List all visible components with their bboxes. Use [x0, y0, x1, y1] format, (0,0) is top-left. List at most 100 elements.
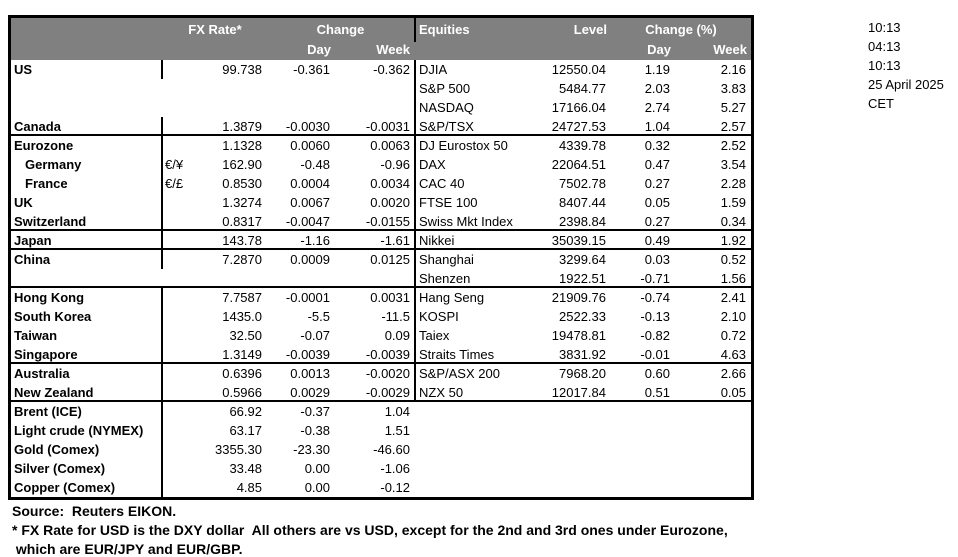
fx-footnote-line-1: * FX Rate for USD is the DXY dollar All …	[12, 522, 728, 538]
fx-rate-value: 1.1328	[222, 138, 262, 153]
equity-name: Shanghai	[414, 250, 533, 269]
fx-footnote-line-2: which are EUR/JPY and EUR/GBP.	[12, 541, 243, 557]
equity-name: S&P/TSX	[414, 117, 533, 136]
header-equities: Equities	[414, 18, 533, 42]
equity-name: Hang Seng	[414, 288, 533, 307]
table-row: S&P 500 5484.77 2.03 3.83	[11, 79, 751, 98]
equity-change-day-value: 0.47	[644, 157, 670, 172]
header-level: Level	[573, 22, 607, 37]
fx-pair-label: €/£	[165, 176, 184, 191]
table-row: Eurozone 1.1328 0.0060 0.0063 DJ Eurostox 50…	[11, 136, 751, 155]
fx-equities-table: FX Rate* Change Equities Level Change (%…	[8, 15, 754, 500]
fx-change-week-value: -0.0031	[365, 119, 410, 134]
header-fx-day: Day	[307, 42, 331, 57]
fx-change-day-value: -0.37	[300, 404, 330, 419]
equity-level-value: 3831.92	[559, 347, 606, 362]
equity-name: Nikkei	[414, 231, 533, 250]
equity-change-day-value: 1.04	[644, 119, 670, 134]
equity-change-week-value: 0.72	[720, 328, 746, 343]
equity-level-value: 3299.64	[559, 252, 606, 267]
table-row: China 7.2870 0.0009 0.0125 Shanghai 3299.64 0.…	[11, 250, 751, 269]
equity-name: DJ Eurostox 50	[414, 136, 533, 155]
equity-change-week-value: 1.92	[720, 233, 746, 248]
equity-change-week-value: 2.16	[720, 62, 746, 77]
equity-level-value: 35039.15	[551, 233, 606, 248]
fx-change-day-value: 0.0013	[290, 366, 330, 381]
fx-change-week-value: -1.06	[380, 461, 410, 476]
source-note: Source: Reuters EIKON.	[12, 503, 177, 519]
fx-change-day-value: -0.0039	[285, 347, 330, 362]
country-label: South Korea	[11, 307, 163, 326]
equity-change-day-value: 0.49	[644, 233, 670, 248]
table-row: Taiwan 32.50 -0.07 0.09 Taiex 19478.81 -0.82 0.…	[11, 326, 751, 345]
equity-change-week-value: 1.56	[720, 271, 746, 286]
country-label: UK	[11, 193, 163, 212]
timezone-line: CET	[868, 96, 894, 111]
equity-level-value: 24727.53	[551, 119, 606, 134]
equity-change-week-value: 5.27	[720, 100, 746, 115]
table-row: Switzerland 0.8317 -0.0047 -0.0155 Swiss Mkt…	[11, 212, 751, 231]
fx-rate-value: 0.8530	[222, 176, 262, 191]
equity-name: S&P 500	[414, 79, 533, 98]
fx-rate-value: 63.17	[229, 423, 262, 438]
fx-change-day-value: -23.30	[293, 442, 330, 457]
fx-change-week-value: -11.5	[381, 309, 410, 324]
fx-rate-value: 3355.30	[215, 442, 262, 457]
equity-change-week-value: 2.66	[720, 366, 746, 381]
equity-change-day-value: 2.03	[644, 81, 670, 96]
fx-change-day-value: 0.0009	[290, 252, 330, 267]
equity-change-week-value: 1.59	[720, 195, 746, 210]
equity-change-day-value: -0.13	[640, 309, 670, 324]
equity-level-value: 19478.81	[551, 328, 606, 343]
equity-level-value: 12017.84	[551, 385, 606, 400]
table-row: Brent (ICE) 66.92 -0.37 1.04	[11, 402, 751, 421]
equity-change-day-value: 1.19	[644, 62, 670, 77]
header-eq-week: Week	[713, 42, 747, 57]
fx-change-week-value: 0.0031	[370, 290, 410, 305]
table-body: US 99.738 -0.361 -0.362 DJIA 12550.04 1.19 2.16…	[11, 60, 751, 497]
header-change-pct: Change (%)	[645, 22, 717, 37]
equity-change-week-value: 0.52	[720, 252, 746, 267]
fx-rate-value: 4.85	[236, 480, 262, 495]
country-label: Canada	[11, 117, 163, 136]
equity-change-day-value: 0.03	[644, 252, 670, 267]
table-header-row-1: FX Rate* Change Equities Level Change (%…	[11, 18, 751, 42]
fx-rate-value: 0.6396	[222, 366, 262, 381]
fx-rate-value: 66.92	[229, 404, 262, 419]
country-label: Japan	[11, 231, 163, 250]
equity-change-week-value: 4.63	[720, 347, 746, 362]
equity-change-week-value: 2.57	[720, 119, 746, 134]
table-row: Hong Kong 7.7587 -0.0001 0.0031 Hang Seng 219…	[11, 288, 751, 307]
fx-change-day-value: 0.0004	[290, 176, 330, 191]
country-label: Germany	[11, 155, 163, 174]
fx-rate-value: 143.78	[222, 233, 262, 248]
equity-change-week-value: 2.52	[720, 138, 746, 153]
fx-change-day-value: -0.0001	[285, 290, 330, 305]
equity-level-value: 17166.04	[551, 100, 606, 115]
fx-change-week-value: 1.04	[384, 404, 410, 419]
fx-change-week-value: -0.96	[380, 157, 410, 172]
equity-name: FTSE 100	[414, 193, 533, 212]
country-label: Australia	[11, 364, 163, 383]
table-row: South Korea 1435.0 -5.5 -11.5 KOSPI 2522.33 -0…	[11, 307, 751, 326]
fx-change-day-value: 0.00	[304, 461, 330, 476]
fx-rate-value: 32.50	[229, 328, 262, 343]
equity-level-value: 2522.33	[559, 309, 606, 324]
equity-level-value: 12550.04	[551, 62, 606, 77]
fx-rate-value: 1.3274	[222, 195, 262, 210]
equity-change-week-value: 2.28	[720, 176, 746, 191]
fx-change-week-value: 0.0125	[370, 252, 410, 267]
fx-change-week-value: 0.09	[384, 328, 410, 343]
fx-rate-value: 0.5966	[222, 385, 262, 400]
country-label: China	[11, 250, 163, 269]
equity-change-day-value: 0.32	[644, 138, 670, 153]
equity-name: Taiex	[414, 326, 533, 345]
table-row: Silver (Comex) 33.48 0.00 -1.06	[11, 459, 751, 478]
fx-change-week-value: -0.362	[373, 62, 410, 77]
country-label: Silver (Comex)	[11, 459, 163, 478]
equity-name: S&P/ASX 200	[414, 364, 533, 383]
equity-change-day-value: -0.82	[640, 328, 670, 343]
equity-level-value: 7502.78	[559, 176, 606, 191]
fx-change-week-value: -0.0039	[365, 347, 410, 362]
equity-change-day-value: -0.71	[640, 271, 670, 286]
